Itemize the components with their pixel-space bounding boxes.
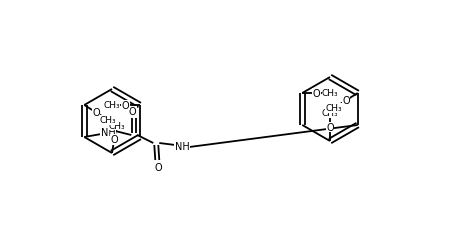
Text: NH: NH	[101, 127, 116, 137]
Text: NH: NH	[175, 141, 190, 151]
Text: CH₃: CH₃	[104, 101, 120, 110]
Text: CH₃: CH₃	[322, 109, 338, 118]
Text: O: O	[342, 96, 349, 106]
Text: O: O	[122, 101, 130, 110]
Text: O: O	[326, 122, 334, 132]
Text: CH₃: CH₃	[322, 89, 338, 98]
Text: CH₃: CH₃	[100, 116, 116, 125]
Text: CH₃: CH₃	[108, 121, 125, 130]
Text: CH₃: CH₃	[326, 104, 342, 113]
Text: O: O	[129, 106, 136, 117]
Text: O: O	[93, 108, 100, 118]
Text: O: O	[312, 89, 320, 99]
Text: O: O	[154, 162, 162, 172]
Text: O: O	[110, 135, 118, 144]
